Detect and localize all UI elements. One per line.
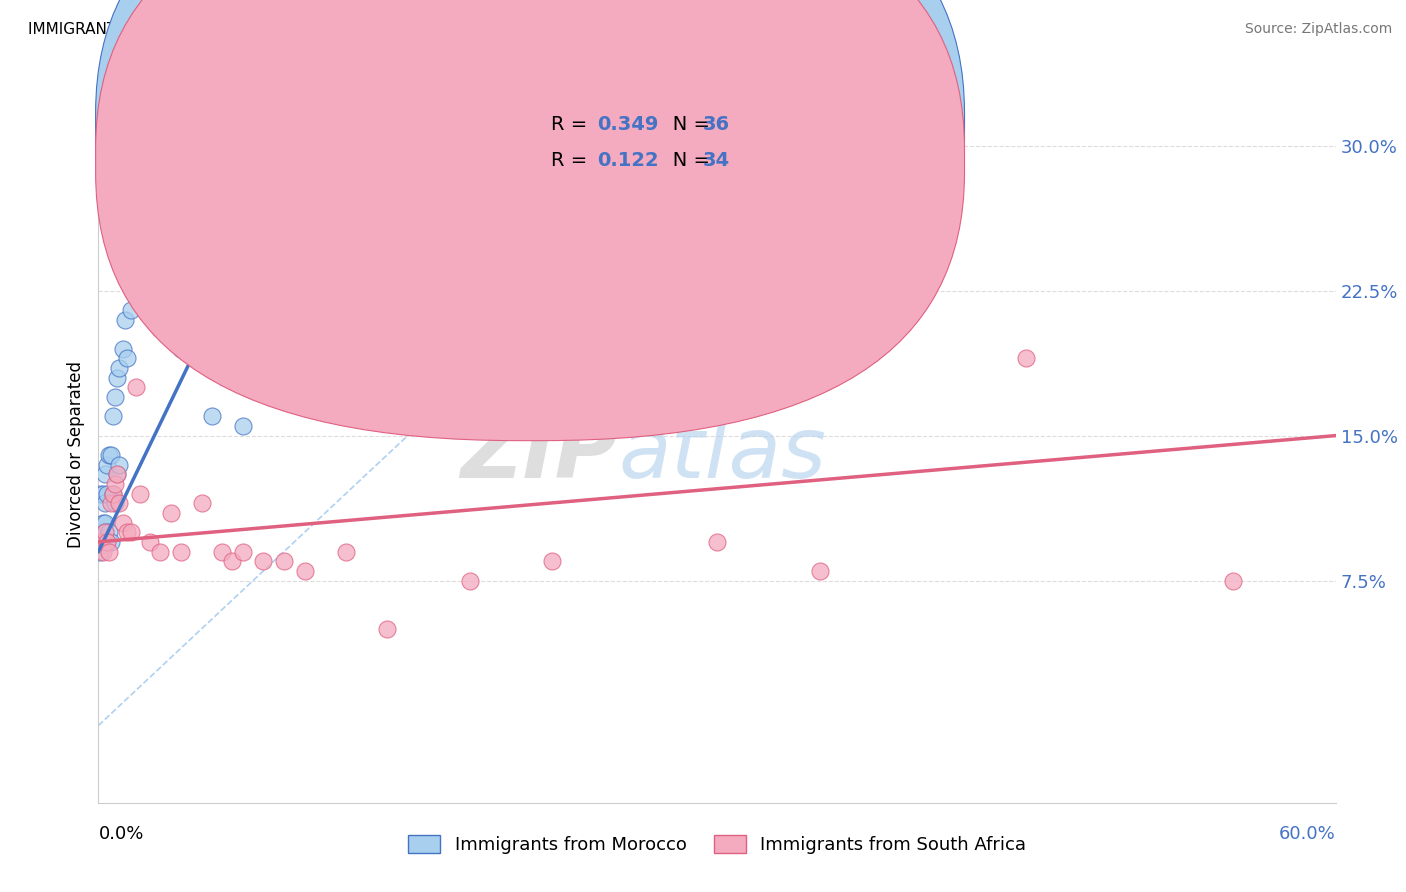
Point [211,544,233,558]
Point [101,486,124,500]
Point [201,409,224,424]
Point [112,516,135,530]
Point [170,342,193,356]
Point [139,534,162,549]
Text: N =: N = [654,151,716,170]
Point [93,525,115,540]
Point [89,534,111,549]
Point [96,534,118,549]
Text: R =: R = [551,115,600,135]
Legend: Immigrants from Morocco, Immigrants from South Africa: Immigrants from Morocco, Immigrants from… [399,826,1035,863]
Point [252,554,274,568]
Point [335,544,357,558]
Point [101,486,124,500]
Text: 0.0%: 0.0% [98,825,143,843]
Point [1222,574,1244,588]
Point [541,554,564,568]
Point [128,486,150,500]
Point [97,448,120,462]
Point [104,476,127,491]
Point [117,525,139,540]
Text: 60.0%: 60.0% [1279,825,1336,843]
Text: 0.122: 0.122 [598,151,659,170]
Point [120,525,142,540]
Point [100,534,122,549]
Point [808,564,831,578]
Point [124,380,146,394]
Text: Source: ZipAtlas.com: Source: ZipAtlas.com [1244,22,1392,37]
Text: IMMIGRANTS FROM MOROCCO VS IMMIGRANTS FROM SOUTH AFRICA DIVORCED OR SEPARATED CO: IMMIGRANTS FROM MOROCCO VS IMMIGRANTS FR… [28,22,934,37]
Point [108,361,131,376]
Point [375,622,398,636]
Point [232,419,254,434]
Point [100,496,122,510]
Point [91,544,114,558]
Point [273,554,295,568]
Point [114,312,136,326]
Point [93,496,115,510]
Point [93,525,115,540]
Point [89,525,111,540]
Point [104,496,127,510]
Point [170,544,193,558]
Text: ZIP: ZIP [460,413,619,497]
Point [190,496,212,510]
Point [139,284,162,298]
Point [105,370,128,384]
Point [159,506,181,520]
Point [149,322,172,336]
Point [91,516,114,530]
Point [149,544,172,558]
Point [93,467,115,482]
Text: 0.349: 0.349 [598,115,659,135]
Point [108,496,131,510]
Point [97,525,120,540]
Text: N =: N = [654,115,716,135]
Point [1015,351,1038,366]
Point [128,284,150,298]
Point [91,486,114,500]
Point [104,390,127,404]
Point [458,574,481,588]
Point [232,544,254,558]
Point [97,544,120,558]
Point [706,534,728,549]
Point [105,467,128,482]
Point [117,351,139,366]
Point [120,303,142,318]
Point [93,516,115,530]
Point [105,467,128,482]
Point [221,554,243,568]
Point [100,448,122,462]
Text: 34: 34 [703,151,730,170]
Y-axis label: Divorced or Separated: Divorced or Separated [66,361,84,549]
Point [335,196,357,211]
Text: atlas: atlas [619,413,827,497]
Point [91,534,114,549]
Point [89,486,111,500]
Point [96,534,118,549]
Text: R =: R = [551,151,600,170]
Point [96,458,118,472]
Point [112,342,135,356]
Point [108,458,131,472]
Text: 36: 36 [703,115,730,135]
Point [101,409,124,424]
Point [96,486,118,500]
Point [89,544,111,558]
Point [294,564,316,578]
